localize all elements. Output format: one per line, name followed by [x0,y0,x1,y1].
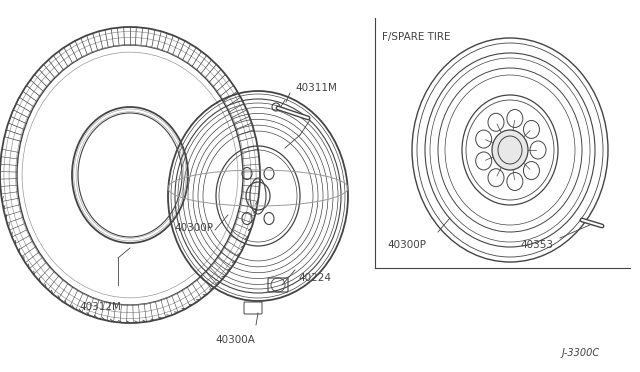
Text: 40300P: 40300P [387,240,426,250]
Text: 40311M: 40311M [295,83,337,93]
Text: 40353: 40353 [520,240,553,250]
Text: 40312M: 40312M [79,302,121,312]
Ellipse shape [492,130,528,170]
Text: J-3300C: J-3300C [562,348,600,358]
Text: 40300A: 40300A [215,335,255,345]
Text: F/SPARE TIRE: F/SPARE TIRE [382,32,451,42]
Text: 40300P: 40300P [174,223,213,233]
Text: 40224: 40224 [298,273,331,283]
